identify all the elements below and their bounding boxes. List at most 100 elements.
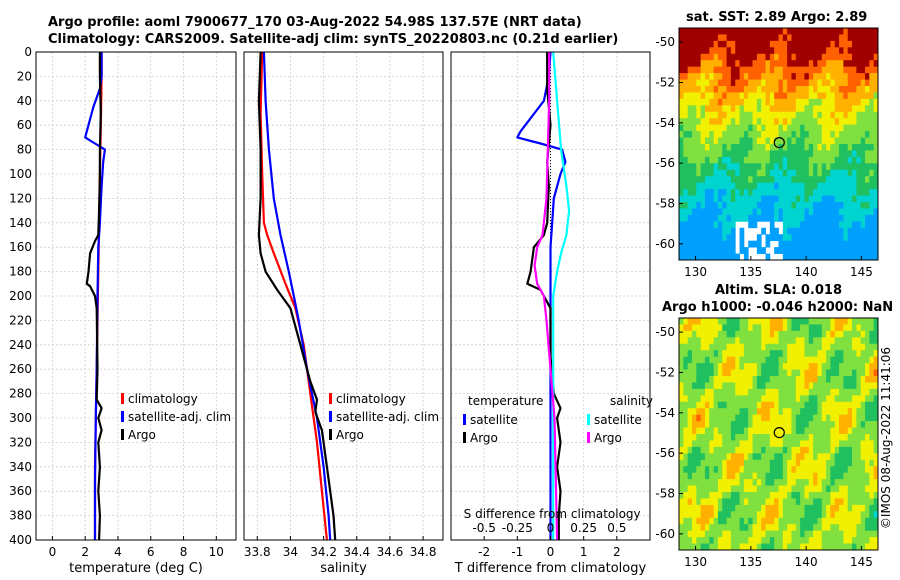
sla_map-cell — [743, 414, 749, 422]
sst_map-cell — [804, 131, 810, 138]
sla_map-cell — [700, 350, 706, 358]
sst_map-cell — [713, 53, 719, 61]
sla_map-cell — [817, 330, 823, 338]
sla_map-cell — [691, 414, 697, 422]
sla_map-cell — [691, 427, 697, 435]
sst_map-cell — [839, 144, 844, 151]
sst_map-cell — [869, 227, 875, 235]
sst_map-cell — [722, 53, 727, 61]
sst_map-cell — [821, 227, 827, 235]
sst_map-cell — [778, 40, 784, 48]
sst_map-cell — [717, 214, 723, 222]
sla_map-cell — [726, 479, 732, 486]
sla_map-cell — [735, 543, 740, 551]
sst_map-cell — [691, 34, 697, 42]
sst_map-cell — [713, 240, 719, 248]
sla_map-cell — [787, 343, 792, 351]
sla_map-cell — [817, 388, 823, 396]
sst_map-cell — [735, 98, 740, 106]
sla_map-cell — [817, 543, 823, 551]
sla_map-cell — [748, 440, 753, 448]
sla_map-cell — [821, 453, 827, 461]
sla_map-cell — [752, 543, 758, 551]
sst_map-cell — [791, 47, 797, 55]
sla_map-cell — [748, 363, 753, 370]
sst_map-argo-marker — [773, 136, 785, 149]
sst_map-cell — [748, 86, 753, 93]
sst_map-cell — [787, 40, 792, 48]
sla-map-title-line1: Altim. SLA: 0.018 — [715, 283, 842, 298]
sla_map-cell — [713, 337, 719, 345]
sst_map-cell — [817, 47, 823, 55]
sla_map-cell — [873, 524, 879, 532]
sla_map-cell — [795, 427, 801, 435]
sst_map-cell — [869, 28, 875, 35]
sla_map-cell — [787, 401, 792, 409]
sst_map-cell — [704, 105, 710, 113]
sst_map-cell — [826, 234, 831, 242]
sst_map-cell — [865, 150, 870, 158]
sst_map-cell — [687, 156, 693, 164]
sla_map-cell — [795, 485, 801, 493]
sst_map-cell — [739, 28, 745, 35]
sla_map-cell — [743, 318, 749, 325]
sst_map-cell — [743, 53, 749, 61]
sla_map-cell — [700, 466, 706, 474]
sla_map-cell — [765, 524, 771, 532]
sst_map-cell — [795, 156, 801, 164]
sla_map-cell — [852, 388, 857, 396]
sst_map-cell — [873, 227, 879, 235]
sla_map-cell — [782, 363, 788, 370]
sla_map-cell — [704, 382, 710, 390]
sla_map-cell — [839, 524, 844, 532]
sst_map-cell — [782, 144, 788, 151]
sst_map-cell — [730, 156, 736, 164]
sla_map-cell — [800, 395, 805, 403]
sla_map-cell — [847, 537, 853, 544]
sla_map-cell — [869, 376, 875, 383]
sla_map-cell — [726, 530, 732, 538]
sst_map-cell — [713, 66, 719, 74]
sla_map-cell — [683, 324, 689, 332]
sla_map-cell — [839, 330, 844, 338]
sst_map-cell — [826, 60, 831, 68]
sla_map-cell — [865, 350, 870, 358]
sst_map-cell — [765, 92, 771, 100]
sla_map-cell — [691, 472, 697, 480]
sla_map-cell — [739, 479, 745, 486]
sla_map-cell — [730, 382, 736, 390]
sla_map-cell — [769, 446, 775, 454]
sla_map-cell — [808, 350, 814, 358]
sst_map-cell — [813, 163, 818, 171]
sst_map-cell — [769, 105, 775, 113]
sla_map-cell — [774, 350, 779, 358]
sla_map-cell — [743, 446, 749, 454]
sla_map-cell — [852, 376, 857, 383]
sla_map-cell — [834, 337, 840, 345]
sla_map-cell — [765, 401, 771, 409]
sst_map-cell — [834, 169, 840, 177]
sla_map-cell — [847, 427, 853, 435]
sst_map-cell — [752, 195, 758, 203]
sst_map-cell — [873, 253, 879, 261]
sst_map-cell — [765, 34, 771, 42]
sst_map-cell — [735, 150, 740, 158]
sst_map-cell — [687, 214, 693, 222]
sst_map-cell — [687, 98, 693, 106]
sst_map-cell — [743, 105, 749, 113]
sst_map-cell — [843, 156, 849, 164]
sst_map-cell — [765, 131, 771, 138]
sst_map-cell — [752, 208, 758, 216]
sla_map-cell — [791, 401, 797, 409]
temperature-series-argo — [85, 52, 103, 541]
sla_map-cell — [765, 530, 771, 538]
sst_map-cell — [687, 163, 693, 171]
sla_map-cell — [730, 350, 736, 358]
sst_map-cell — [774, 60, 779, 68]
sst_map-cell — [730, 47, 736, 55]
sst_map-cell — [817, 182, 823, 190]
sla_map-cell — [683, 343, 689, 351]
sst_map-cell — [748, 28, 753, 35]
sla_map-cell — [795, 498, 801, 506]
sla_map-cell — [709, 401, 715, 409]
